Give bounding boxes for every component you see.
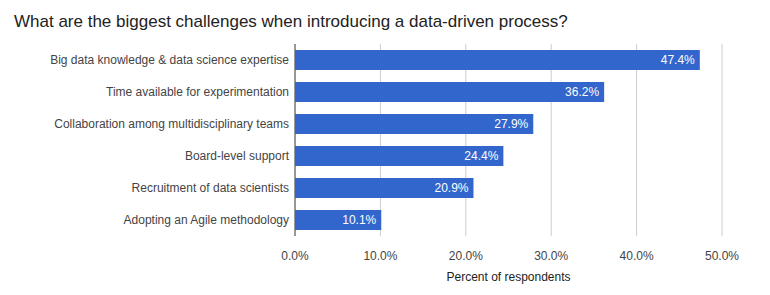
title: What are the biggest challenges when int…: [14, 12, 568, 31]
bar: [295, 82, 604, 102]
grid-line: [722, 44, 723, 236]
tick-label: 50.0%: [705, 249, 739, 263]
bar: [295, 114, 533, 134]
bar: [295, 50, 700, 70]
data-label: 10.1%: [342, 213, 376, 227]
chart-container: What are the biggest challenges when int…: [0, 0, 770, 295]
chart-svg: What are the biggest challenges when int…: [0, 0, 770, 295]
bar: [295, 210, 381, 230]
data-label: 27.9%: [494, 117, 528, 131]
category-label: Adopting an Agile methodology: [124, 213, 289, 227]
tick-label: 20.0%: [449, 249, 483, 263]
category-label: Board-level support: [185, 149, 290, 163]
category-label: Big data knowledge & data science expert…: [50, 53, 289, 67]
data-label: 24.4%: [464, 149, 498, 163]
labels: Big data knowledge & data science expert…: [50, 53, 695, 227]
axis-title: Percent of respondents: [446, 270, 570, 284]
data-label: 47.4%: [661, 53, 695, 67]
grid-line: [295, 44, 296, 236]
grid-line: [380, 44, 381, 236]
tick-label: 10.0%: [363, 249, 397, 263]
category-label: Time available for experimentation: [106, 85, 289, 99]
bar: [295, 178, 473, 198]
tick-label: 40.0%: [620, 249, 654, 263]
grid-line: [465, 44, 466, 236]
tick-label: 30.0%: [534, 249, 568, 263]
bar: [295, 146, 503, 166]
data-label: 20.9%: [434, 181, 468, 195]
bars: [295, 50, 700, 230]
grid-line: [551, 44, 552, 236]
category-label: Recruitment of data scientists: [132, 181, 289, 195]
data-label: 36.2%: [565, 85, 599, 99]
grid-line: [636, 44, 637, 236]
category-label: Collaboration among multidisciplinary te…: [54, 117, 289, 131]
tick-label: 0.0%: [281, 249, 309, 263]
